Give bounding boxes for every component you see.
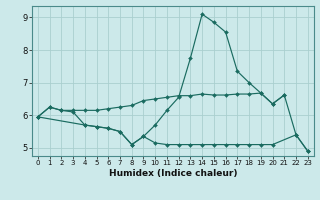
X-axis label: Humidex (Indice chaleur): Humidex (Indice chaleur): [108, 169, 237, 178]
